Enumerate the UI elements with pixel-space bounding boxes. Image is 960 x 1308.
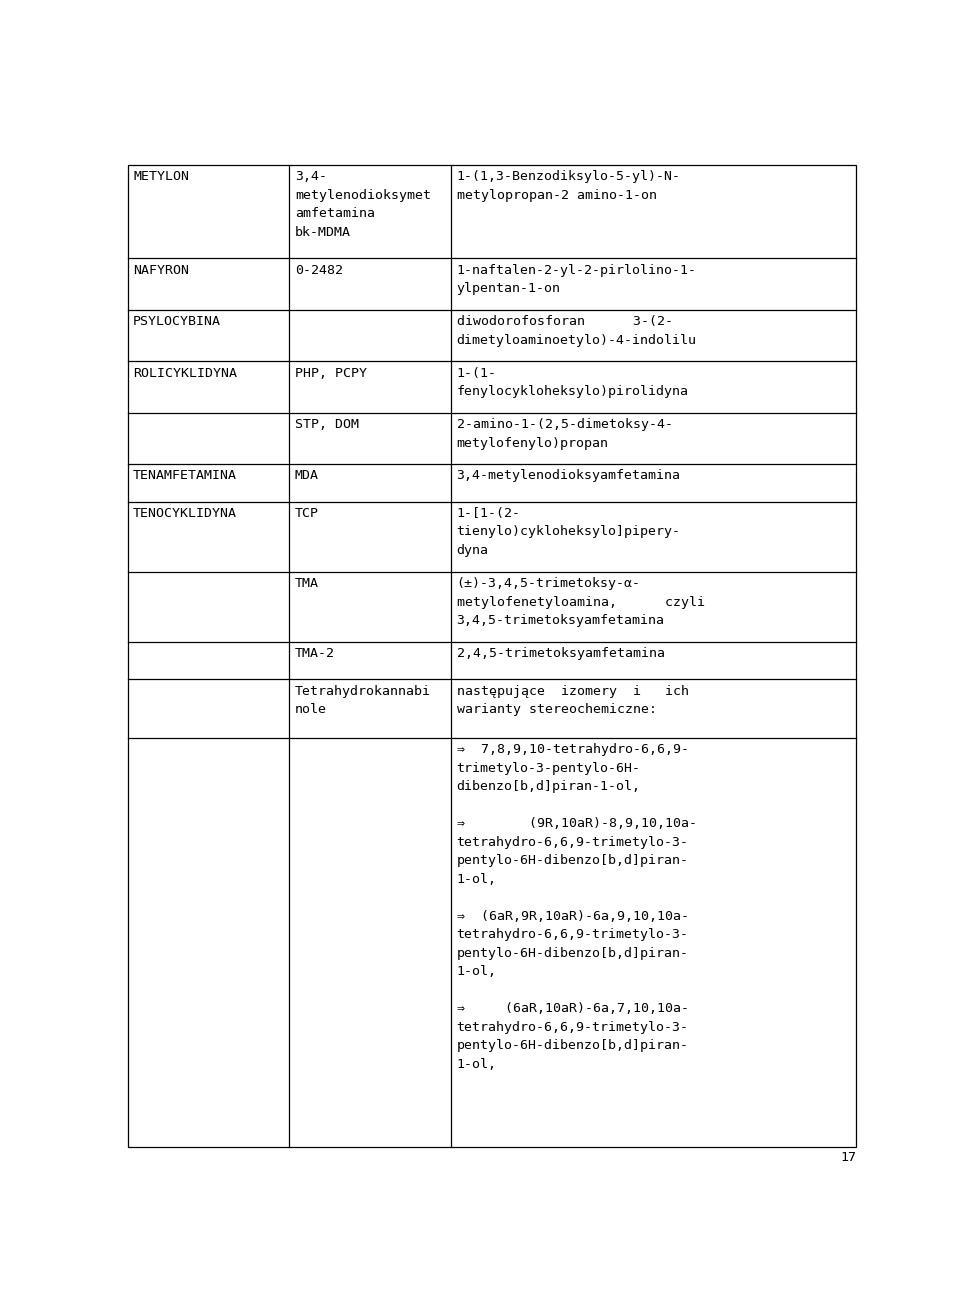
- Text: 2,4,5-trimetoksyamfetamina: 2,4,5-trimetoksyamfetamina: [457, 647, 664, 661]
- Text: METYLON: METYLON: [133, 170, 189, 183]
- Text: ROLICYKLIDYNA: ROLICYKLIDYNA: [133, 366, 237, 379]
- Text: STP, DOM: STP, DOM: [295, 419, 359, 432]
- Text: następujące  izomery  i   ich
warianty stereochemiczne:: następujące izomery i ich warianty stere…: [457, 684, 688, 717]
- Text: TCP: TCP: [295, 508, 319, 519]
- Text: 1-(1,3-Benzodiksylo-5-yl)-N-
metylopropan-2 amino-1-on: 1-(1,3-Benzodiksylo-5-yl)-N- metylopropa…: [457, 170, 681, 201]
- Text: 0-2482: 0-2482: [295, 264, 343, 276]
- Text: TMA-2: TMA-2: [295, 647, 335, 661]
- Text: 3,4-metylenodioksyamfetamina: 3,4-metylenodioksyamfetamina: [457, 470, 681, 483]
- Text: (±)-3,4,5-trimetoksy-α-
metylofenetyloamina,      czyli
3,4,5-trimetoksyamfetami: (±)-3,4,5-trimetoksy-α- metylofenetyloam…: [457, 577, 705, 627]
- Text: TMA: TMA: [295, 577, 319, 590]
- Text: NAFYRON: NAFYRON: [133, 264, 189, 276]
- Text: diwodorofosforan      3-(2-
dimetyloaminoetylo)-4-indolilu: diwodorofosforan 3-(2- dimetyloaminoetyl…: [457, 315, 697, 347]
- Text: ⇒  7,8,9,10-tetrahydro-6,6,9-
trimetylo-3-pentylo-6H-
dibenzo[b,d]piran-1-ol,

⇒: ⇒ 7,8,9,10-tetrahydro-6,6,9- trimetylo-3…: [457, 743, 697, 1071]
- Text: 1-[1-(2-
tienylo)cykloheksylo]pipery-
dyna: 1-[1-(2- tienylo)cykloheksylo]pipery- dy…: [457, 508, 681, 557]
- Text: 17: 17: [840, 1151, 856, 1164]
- Text: 2-amino-1-(2,5-dimetoksy-4-
metylofenylo)propan: 2-amino-1-(2,5-dimetoksy-4- metylofenylo…: [457, 419, 673, 450]
- Text: PHP, PCPY: PHP, PCPY: [295, 366, 367, 379]
- Text: 1-(1-
fenylocykloheksylo)pirolidyna: 1-(1- fenylocykloheksylo)pirolidyna: [457, 366, 688, 398]
- Text: MDA: MDA: [295, 470, 319, 483]
- Text: 1-naftalen-2-yl-2-pirlolino-1-
ylpentan-1-on: 1-naftalen-2-yl-2-pirlolino-1- ylpentan-…: [457, 264, 697, 296]
- Text: TENOCYKLIDYNA: TENOCYKLIDYNA: [133, 508, 237, 519]
- Text: PSYLOCYBINA: PSYLOCYBINA: [133, 315, 221, 328]
- Text: Tetrahydrokannabi
nole: Tetrahydrokannabi nole: [295, 684, 431, 717]
- Text: TENAMFETAMINA: TENAMFETAMINA: [133, 470, 237, 483]
- Text: 3,4-
metylenodioksymet
amfetamina
bk-MDMA: 3,4- metylenodioksymet amfetamina bk-MDM…: [295, 170, 431, 238]
